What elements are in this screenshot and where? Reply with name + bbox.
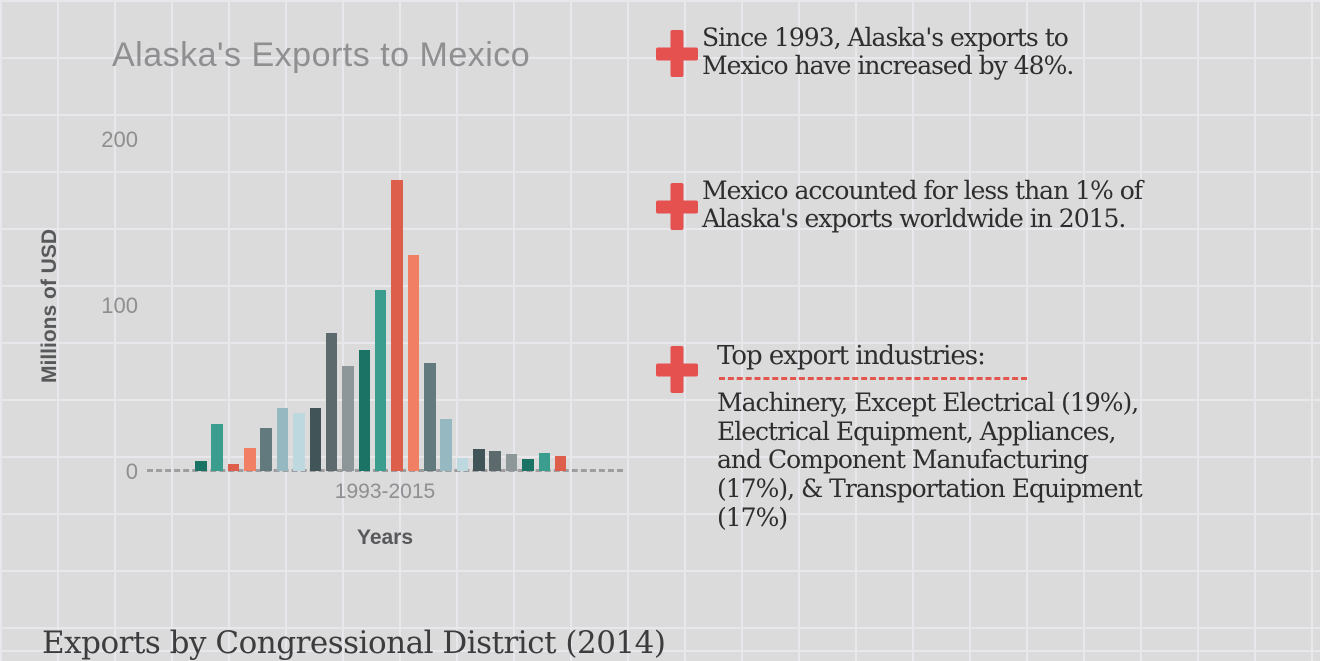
bullet-text-worldwide-share: Mexico accounted for less than 1% of Ala…: [702, 176, 1143, 233]
bar-2010: [473, 449, 485, 471]
plus-icon: [656, 30, 698, 77]
bar-1995: [227, 464, 240, 471]
bar-2001: [325, 333, 338, 471]
plus-icon: [656, 183, 698, 230]
bar-2007: [424, 363, 436, 471]
bar-2006: [407, 255, 420, 471]
chart-title: Alaska's Exports to Mexico: [112, 36, 531, 74]
bar-1997: [260, 428, 272, 471]
section-heading-congressional-district: Exports by Congressional District (2014): [42, 625, 666, 661]
bullet-text-top-industries: Machinery, Except Electrical (19%), Elec…: [717, 388, 1143, 532]
bar-1993: [195, 461, 207, 471]
plus-icon: [656, 346, 698, 393]
bar-1996: [244, 448, 256, 471]
bar-1994: [211, 424, 223, 471]
y-tick-200: 200: [101, 127, 138, 152]
bullet-heading-top-industries: Top export industries:: [717, 341, 986, 371]
bar-2005: [391, 180, 403, 471]
bar-2015: [554, 456, 567, 471]
y-tick-100: 100: [101, 293, 138, 318]
x-axis-title: Years: [356, 526, 414, 549]
bar-2004: [374, 290, 387, 471]
bar-2002: [342, 366, 354, 471]
bar-2000: [309, 408, 322, 471]
bar-2003: [358, 350, 371, 471]
bar-1998: [276, 408, 289, 471]
x-tick-range: 1993-2015: [334, 480, 436, 503]
bar-2014: [538, 453, 551, 471]
bar-2008: [440, 419, 452, 471]
bar-2011: [489, 451, 501, 471]
bar-2009: [456, 458, 469, 471]
bar-1999: [293, 413, 305, 471]
heading-dashed-underline: [719, 377, 1027, 380]
y-tick-0: 0: [125, 459, 138, 484]
bar-2012: [505, 454, 518, 471]
bullet-text-exports-increase: Since 1993, Alaska's exports to Mexico h…: [702, 23, 1074, 80]
bar-2013: [522, 459, 534, 471]
